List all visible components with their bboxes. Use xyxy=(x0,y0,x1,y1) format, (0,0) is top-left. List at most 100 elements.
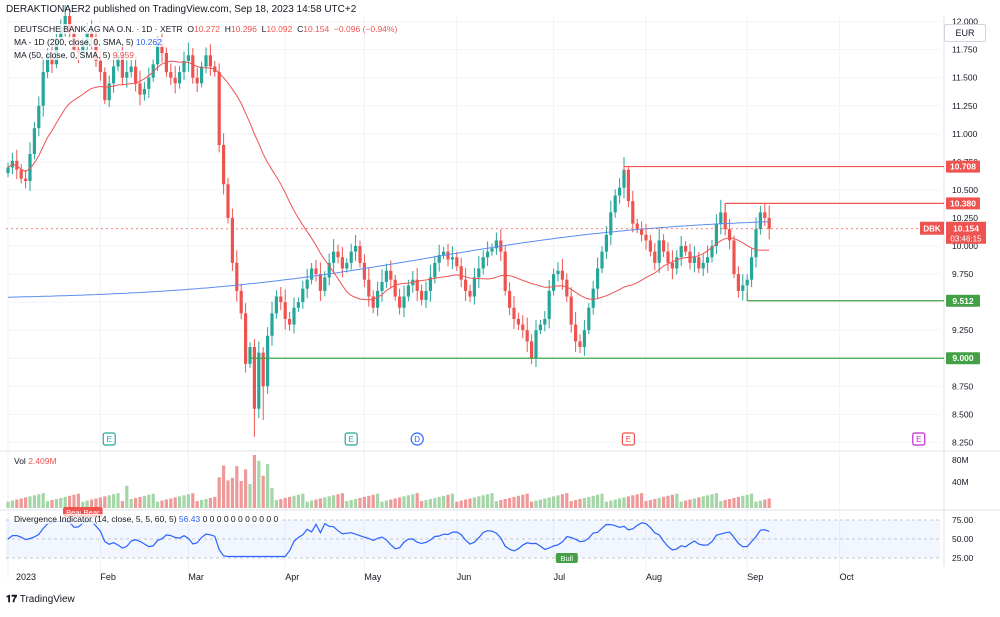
candle-body xyxy=(530,341,534,359)
volume-bar xyxy=(336,494,340,508)
candle-body xyxy=(46,55,50,73)
legend-volume-row[interactable]: Vol 2.409M xyxy=(12,456,59,466)
candle-body xyxy=(274,296,278,314)
volume-bar xyxy=(455,501,459,508)
x-tick-label: Jul xyxy=(554,572,566,582)
candle-body xyxy=(719,212,723,224)
volume-bar xyxy=(706,495,710,508)
candle-body xyxy=(244,313,248,364)
y-tick-label: 11.750 xyxy=(952,45,978,55)
candle-body xyxy=(609,212,613,235)
y-tick-label: 11.000 xyxy=(952,129,978,139)
volume-bar xyxy=(477,496,481,508)
volume-bar xyxy=(142,495,146,508)
candle-body xyxy=(371,296,375,308)
volume-bar xyxy=(305,501,309,508)
volume-bar xyxy=(156,501,160,508)
volume-bar xyxy=(37,494,41,508)
volume-bar xyxy=(688,499,692,508)
candle-body xyxy=(618,187,622,196)
legend-symbol[interactable]: DEUTSCHE BANK AG NA O.N. xyxy=(14,24,134,34)
candle-body xyxy=(314,268,318,275)
x-tick-label: Mar xyxy=(188,572,204,582)
legend-osc-label: Divergence Indicator (14, close, 5, 5, 6… xyxy=(14,514,177,524)
volume-bar xyxy=(261,475,265,508)
candle-body xyxy=(442,251,446,256)
volume-bar xyxy=(538,499,542,508)
candle-body xyxy=(380,281,384,291)
volume-bar xyxy=(626,496,630,508)
volume-bar xyxy=(380,501,384,508)
volume-bar xyxy=(424,500,428,508)
volume-bar xyxy=(226,480,230,508)
volume-bar xyxy=(217,477,221,508)
candle-body xyxy=(261,352,265,387)
volume-bar xyxy=(371,494,375,508)
level-tag xyxy=(946,294,980,307)
candle-body xyxy=(591,288,595,308)
volume-bar xyxy=(235,466,239,508)
candle-body xyxy=(679,246,683,258)
candle-body xyxy=(120,55,124,78)
x-tick-label: Feb xyxy=(100,572,116,582)
candle-body xyxy=(569,296,573,325)
candle-body xyxy=(415,279,419,291)
event-marker-label: D xyxy=(414,435,420,444)
candle-body xyxy=(582,330,586,348)
volume-bar xyxy=(310,500,314,508)
volume-bar xyxy=(248,484,252,508)
candle-body xyxy=(745,279,749,286)
volume-bar xyxy=(745,494,749,508)
candle-body xyxy=(538,324,542,331)
candle-body xyxy=(305,279,309,289)
volume-bar xyxy=(750,493,754,508)
candle-body xyxy=(270,313,274,336)
candle-body xyxy=(103,72,107,101)
candle-body xyxy=(406,285,410,297)
level-tag xyxy=(946,352,980,365)
y-tick-label: 10.500 xyxy=(952,185,978,195)
candle-body xyxy=(490,248,494,252)
volume-bar xyxy=(147,494,151,508)
candle-body xyxy=(15,160,19,170)
volume-bar xyxy=(468,498,472,508)
candle-body xyxy=(354,246,358,252)
currency-button[interactable]: EUR xyxy=(944,24,986,42)
candle-body xyxy=(160,44,164,54)
tradingview-logo-icon: 𝟏𝟕 xyxy=(6,594,18,605)
volume-bar xyxy=(446,494,450,508)
legend-ma200-row[interactable]: MA - 1D (200, close, 0, SMA, 5) 10.262 xyxy=(12,37,164,47)
volume-bar xyxy=(552,496,556,508)
candle-body xyxy=(565,279,569,297)
oscillator-tick-label: 75.00 xyxy=(952,515,974,525)
price-tag-label: 10.154 xyxy=(953,224,979,234)
candle-body xyxy=(706,257,710,263)
volume-bar xyxy=(534,500,538,508)
volume-bar xyxy=(684,500,688,508)
legend-low-label: L xyxy=(261,24,267,34)
candle-body xyxy=(604,234,608,252)
volume-bar xyxy=(107,495,111,508)
volume-bar xyxy=(411,494,415,508)
volume-bar xyxy=(81,501,85,508)
ma50-line xyxy=(7,60,770,301)
volume-bar xyxy=(767,498,771,508)
legend-ma50-row[interactable]: MA (50, close, 0, SMA, 5) 9.959 xyxy=(12,50,137,60)
legend-oscillator-row[interactable]: Divergence Indicator (14, close, 5, 5, 6… xyxy=(12,514,281,524)
earnings-marker-icon xyxy=(344,432,358,446)
candle-body xyxy=(389,270,393,280)
event-marker-label: E xyxy=(349,435,354,444)
volume-bar xyxy=(46,501,50,508)
candle-body xyxy=(169,72,173,78)
y-tick-label: 11.250 xyxy=(952,101,978,111)
candle-body xyxy=(288,318,292,325)
candle-body xyxy=(701,262,705,269)
volume-bar xyxy=(701,496,705,508)
volume-bar xyxy=(494,501,498,508)
volume-bar xyxy=(516,495,520,508)
volume-bar xyxy=(314,499,318,508)
candle-body xyxy=(644,234,648,241)
candle-body xyxy=(332,251,336,263)
